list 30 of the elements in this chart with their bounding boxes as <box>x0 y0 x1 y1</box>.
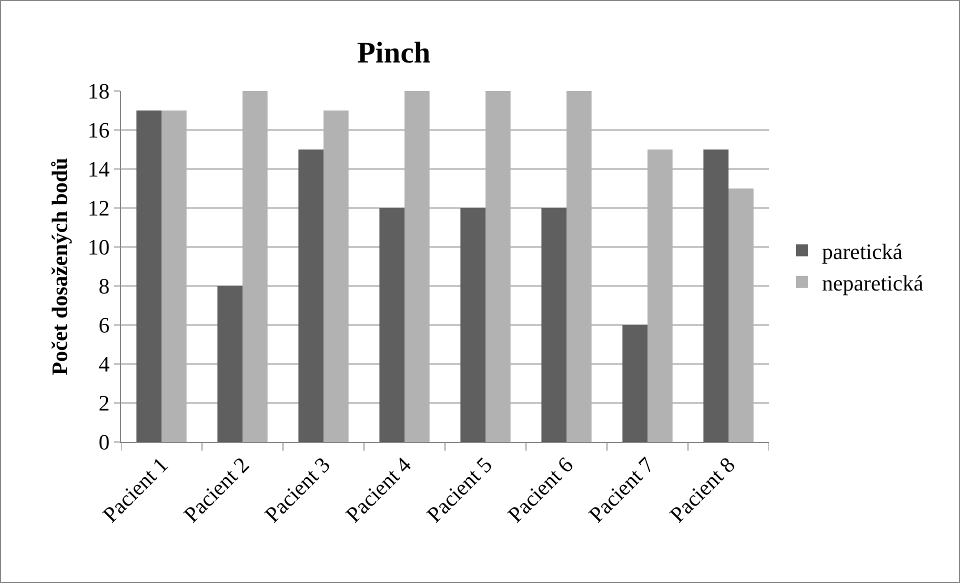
y-tick-label: 18 <box>88 78 110 104</box>
bar <box>622 325 648 442</box>
bar <box>404 91 430 442</box>
y-tick-label: 8 <box>98 274 110 299</box>
bar <box>242 91 268 442</box>
bar <box>703 150 728 442</box>
legend-label: paretická <box>822 238 903 264</box>
bar <box>460 208 486 442</box>
bar <box>136 110 162 442</box>
y-tick-label: 6 <box>98 312 110 338</box>
bar <box>486 91 511 442</box>
y-tick-label: 10 <box>88 234 110 260</box>
y-tick-label: 14 <box>88 156 110 182</box>
bar <box>217 286 242 442</box>
bar <box>648 150 673 442</box>
y-tick-label: 0 <box>98 430 110 455</box>
legend-label: neparetická <box>822 270 924 296</box>
chart-title: Pinch <box>357 36 431 70</box>
bar <box>566 91 592 442</box>
y-tick-label: 16 <box>88 118 110 143</box>
bar <box>541 208 566 442</box>
bar <box>324 110 349 442</box>
bar <box>162 110 187 442</box>
y-axis-title: Počet dosažených bodů <box>47 158 72 376</box>
y-tick-label: 2 <box>98 390 110 416</box>
y-tick-label: 4 <box>98 352 110 377</box>
y-tick-label: 12 <box>88 196 110 221</box>
bar <box>379 208 404 442</box>
bar <box>728 188 754 442</box>
bar <box>298 150 324 442</box>
